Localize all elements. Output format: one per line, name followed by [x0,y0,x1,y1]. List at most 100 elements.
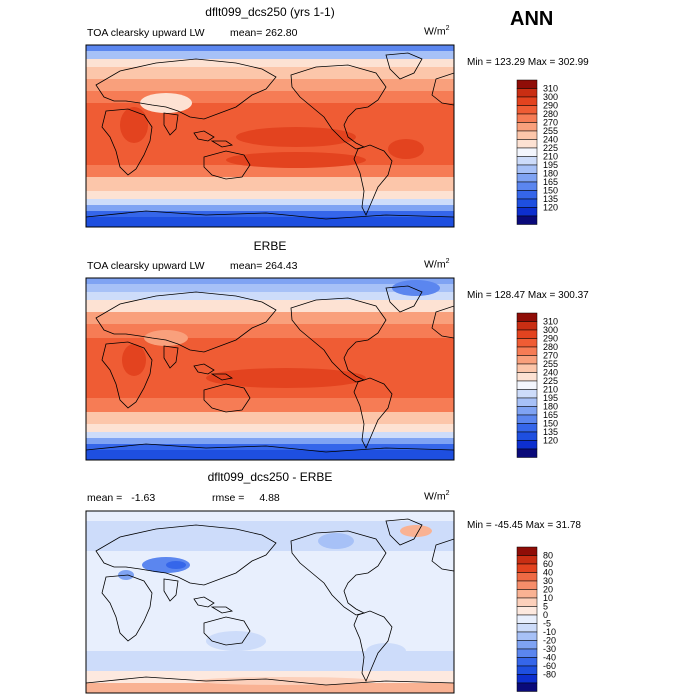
m3-band-3 [86,651,454,671]
m2-band-7 [86,398,454,412]
cb2-box-7 [516,372,538,382]
panel3-rmse-label: rmse = [212,492,245,504]
panel1-variable: TOA clearsky upward LW [87,27,205,39]
m3-band-1 [86,521,454,551]
m2-blob-2 [206,368,366,388]
panel1-map [85,44,455,228]
cb2-box-1 [516,321,538,331]
cb1-box-15 [516,207,538,217]
cb2-box-9 [516,389,538,399]
m2-band-6 [86,338,454,398]
m2-band-8 [86,412,454,424]
cb3-box-13 [516,657,538,667]
cb2-tick-9: 195 [543,393,558,403]
m1-band-4 [86,79,454,91]
cb3-box-15 [516,674,538,684]
cb2-box-0 [516,312,538,322]
m3-coast-9 [203,616,251,646]
m2-blob-3 [392,280,440,296]
panel1-mean-label: mean= [230,27,263,39]
panel3-map [85,510,455,694]
m3-frame [85,510,455,694]
m1-band-7 [86,165,454,177]
cb1-box-13 [516,190,538,200]
m3-coast-4 [431,538,455,572]
panel2-units-sup: 2 [445,258,450,265]
panel2-mean-value: 264.43 [265,260,298,272]
panel1-minmax: Min = 123.29 Max = 302.99 [467,57,589,68]
cb1-box-16 [516,215,538,225]
cb2-box-2 [516,329,538,339]
m1-blob-4 [388,139,424,159]
cb2-tick-0: 310 [543,317,558,327]
panel3-rmse-value: 4.88 [259,492,280,504]
panel2-units-label: W/m [424,258,446,271]
cb3-box-11 [516,640,538,650]
cb2-box-13 [516,423,538,433]
m1-coast-1 [353,144,393,216]
panel1-mean: mean= 262.80 [230,27,297,39]
m2-blob-1 [122,344,146,376]
cb1-box-9 [516,156,538,166]
panel2-units: W/m2 [424,258,449,271]
cb1-box-3 [516,105,538,115]
panel2-mean: mean= 264.43 [230,260,297,272]
cb2-box-4 [516,346,538,356]
cb3-box-4 [516,580,538,590]
m2-band-1 [86,284,454,292]
m3-blob-3 [318,533,354,549]
m1-coast-2 [385,52,423,80]
cb2-tick-1: 300 [543,325,558,335]
cb3-box-2 [516,563,538,573]
cb3-tick-12: -40 [543,653,556,663]
panel3-minmax: Min = -45.45 Max = 31.78 [467,520,581,531]
cb1-tick-11: 165 [543,177,558,187]
cb3-tick-8: -5 [543,619,551,629]
m3-coast-3 [95,524,277,586]
m2-band-11 [86,438,454,444]
cb3-tick-7: 0 [543,610,548,620]
panel2-minmax: Min = 128.47 Max = 300.37 [467,290,589,301]
m1-coast-6 [163,112,179,136]
m3-blob-7 [366,643,406,659]
m1-band-9 [86,191,454,199]
m3-coast-0 [290,530,387,616]
m1-band-8 [86,177,454,191]
m2-band-10 [86,432,454,438]
panel3-rmse: rmse = 4.88 [212,492,280,504]
cb3-box-10 [516,631,538,641]
cb1-box-10 [516,164,538,174]
panel2-title: ERBE [253,239,287,253]
m1-coast-8 [210,140,234,148]
m3-blob-6 [206,631,266,651]
cb2-tick-12: 150 [543,419,558,429]
cb3-tick-5: 10 [543,593,553,603]
cb3-tick-10: -20 [543,636,556,646]
cb1-box-2 [516,96,538,106]
cb3-tick-3: 30 [543,576,553,586]
cb2-tick-10: 180 [543,402,558,412]
m1-band-2 [86,59,454,67]
cb2-box-6 [516,363,538,373]
panel2-variable: TOA clearsky upward LW [87,260,205,272]
m3-coast-6 [163,578,179,602]
panel3-mean-label: mean = [87,492,123,504]
panel1-title: dflt099_dcs250 (yrs 1-1) [205,5,335,19]
cb2-tick-2: 290 [543,334,558,344]
cb2-box-14 [516,431,538,441]
m1-band-10 [86,199,454,205]
m2-coast-0 [290,297,387,383]
cb1-tick-8: 210 [543,152,558,162]
cb1-box-6 [516,130,538,140]
cb3-tick-4: 20 [543,585,553,595]
cb2-box-10 [516,397,538,407]
panel3-mean-value: -1.63 [131,492,156,504]
panel1-units-sup: 2 [445,25,450,32]
m2-coast-8 [210,373,234,381]
m1-frame [85,44,455,228]
m1-coast-0 [290,64,387,150]
cb2-box-8 [516,380,538,390]
m3-coast-7 [193,596,215,608]
cb3-box-16 [516,682,538,692]
m2-coast-2 [385,285,423,313]
